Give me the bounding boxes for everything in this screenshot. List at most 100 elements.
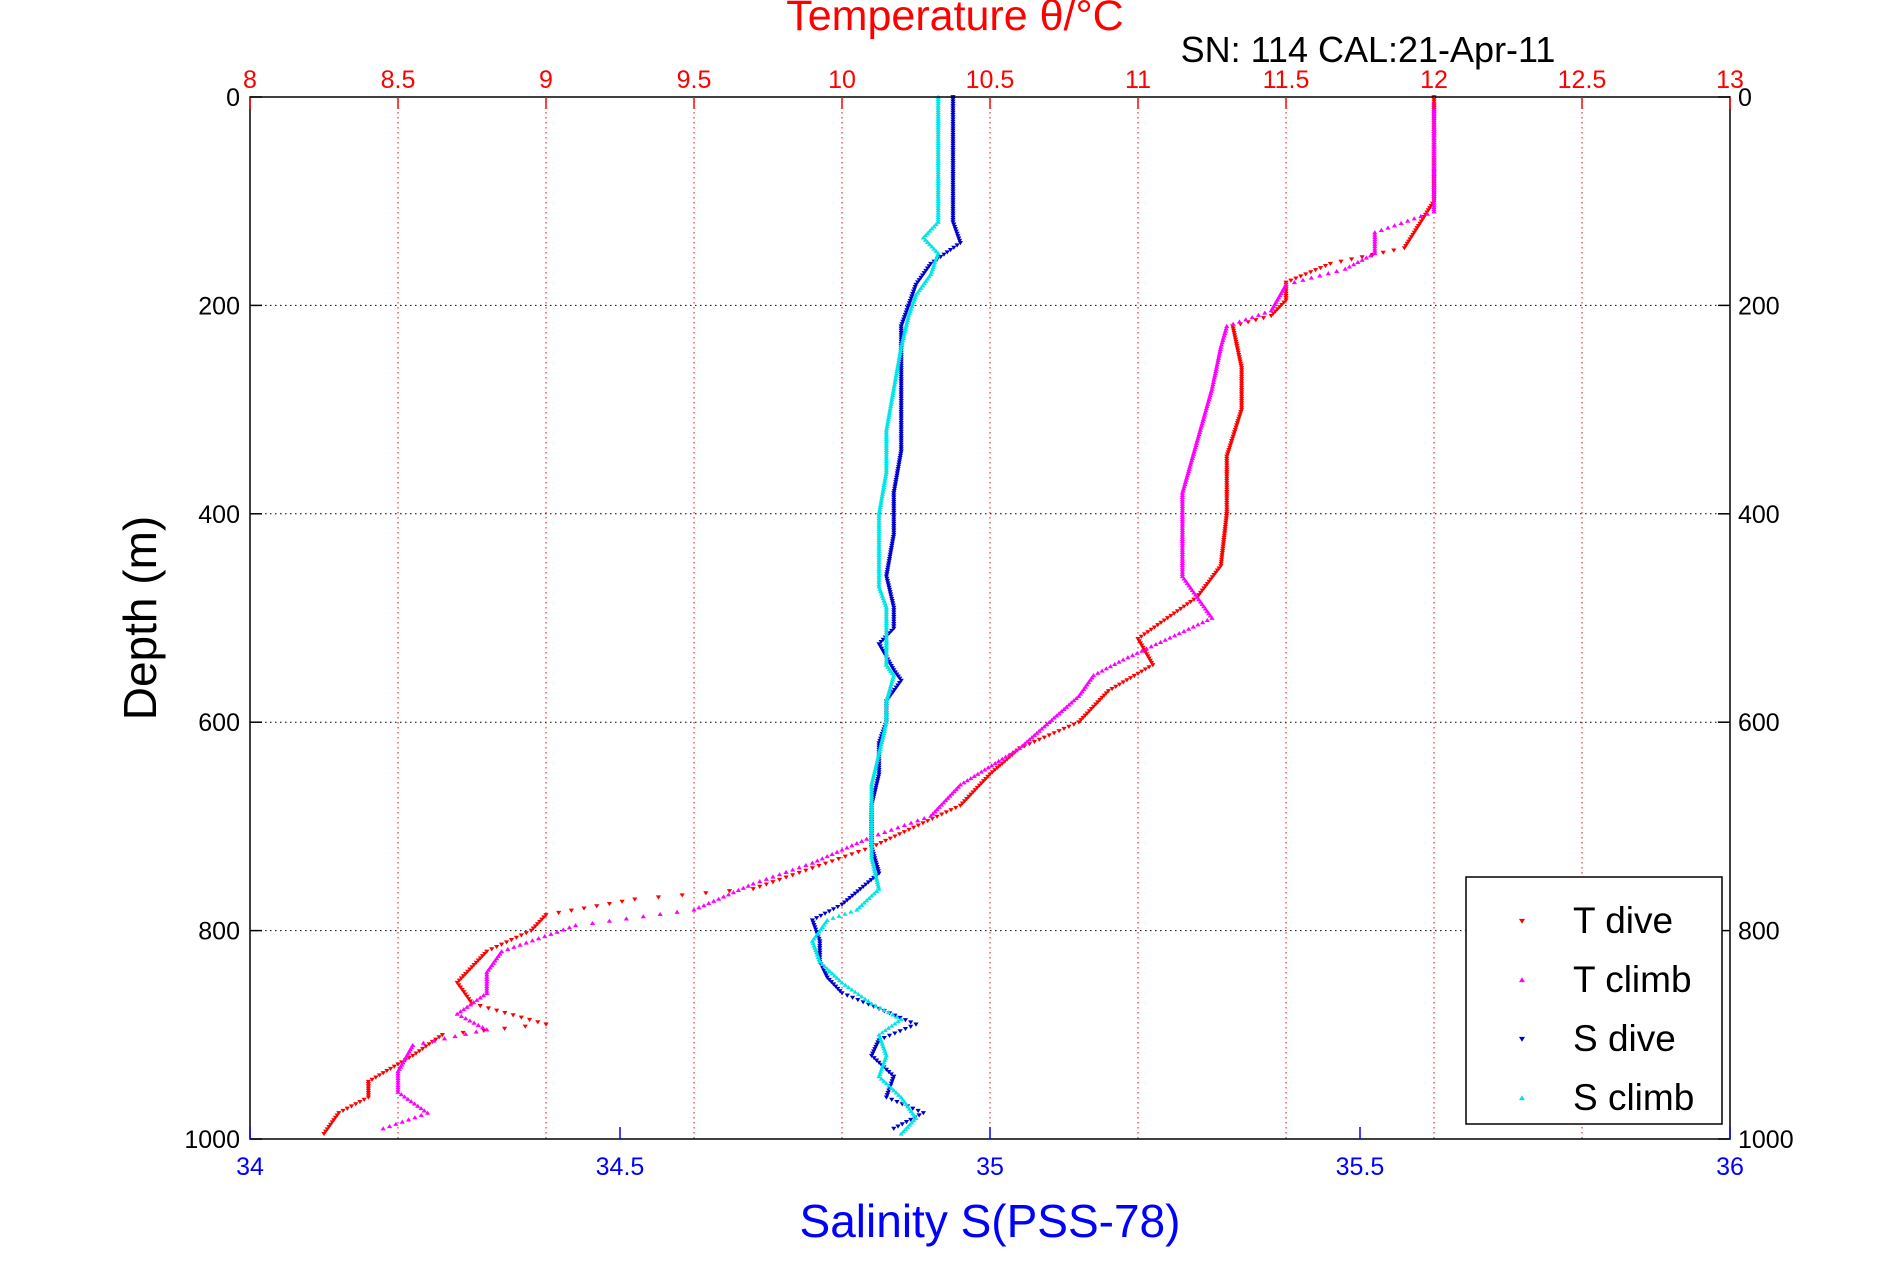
data-point <box>845 984 852 990</box>
data-point <box>900 1129 906 1134</box>
data-point <box>1223 520 1229 525</box>
data-point <box>872 766 878 771</box>
data-point <box>1260 316 1267 321</box>
data-point <box>357 1099 363 1105</box>
data-point <box>898 381 904 386</box>
data-point <box>1239 377 1245 382</box>
data-point <box>1253 318 1259 323</box>
data-point <box>1120 657 1126 662</box>
data-point <box>883 454 889 459</box>
data-point <box>935 125 941 130</box>
data-point <box>956 238 963 243</box>
data-point <box>890 1076 896 1082</box>
data-point <box>1218 342 1225 347</box>
data-point <box>883 717 889 722</box>
data-point <box>890 539 896 544</box>
data-point <box>891 621 897 627</box>
data-point <box>950 113 956 118</box>
data-point <box>1179 514 1185 519</box>
data-point <box>1051 731 1057 736</box>
data-point <box>1137 641 1144 646</box>
data-point <box>395 1087 401 1092</box>
data-point <box>906 301 913 306</box>
data-point <box>872 868 878 873</box>
data-point <box>1041 735 1047 740</box>
data-point <box>854 840 860 846</box>
data-point <box>950 172 956 177</box>
data-point <box>902 326 909 332</box>
data-point <box>1010 750 1016 755</box>
data-point <box>906 303 912 308</box>
data-point <box>822 911 828 916</box>
data-point <box>1206 579 1212 584</box>
data-point <box>1044 722 1050 727</box>
data-point <box>365 1088 371 1093</box>
data-point <box>883 607 889 612</box>
data-point <box>897 676 903 681</box>
data-point <box>897 353 903 358</box>
data-point <box>816 863 822 869</box>
data-point <box>891 519 897 524</box>
data-point <box>972 788 978 793</box>
data-point <box>876 559 882 564</box>
data-point <box>721 894 727 899</box>
data-point <box>874 757 881 762</box>
data-point <box>830 915 836 920</box>
data-point <box>905 315 911 320</box>
data-point <box>964 797 970 802</box>
chart-subtitle: SN: 114 CAL:21-Apr-11 <box>1181 29 1556 70</box>
data-point <box>936 804 942 809</box>
data-point <box>898 388 904 393</box>
data-point <box>1239 390 1245 395</box>
data-point <box>890 537 896 542</box>
data-point <box>869 848 875 853</box>
data-point <box>897 351 903 356</box>
data-point <box>950 145 956 151</box>
data-point <box>935 158 941 163</box>
legend: T dive T climb S dive S climb <box>1465 876 1723 1125</box>
data-point <box>408 1099 414 1104</box>
data-point <box>489 947 495 952</box>
data-point <box>886 587 893 593</box>
data-point <box>897 453 904 459</box>
data-point <box>935 112 941 117</box>
data-point <box>891 608 897 613</box>
data-point <box>920 1111 926 1116</box>
data-point <box>1217 349 1223 354</box>
data-point <box>876 537 882 542</box>
data-point <box>1209 575 1216 580</box>
data-point <box>875 753 882 758</box>
data-point <box>891 530 897 535</box>
data-point <box>869 802 875 807</box>
data-point <box>566 925 573 930</box>
data-point <box>1327 261 1333 267</box>
data-point <box>1238 361 1244 366</box>
data-point <box>326 1125 332 1130</box>
data-point <box>1046 719 1052 725</box>
data-point <box>888 1081 894 1086</box>
data-point <box>477 995 483 1000</box>
data-point <box>886 688 893 693</box>
data-point <box>1272 309 1279 314</box>
data-point <box>902 312 908 318</box>
data-point <box>484 949 490 954</box>
data-point <box>467 999 473 1004</box>
data-point <box>829 971 835 976</box>
data-point <box>484 981 490 986</box>
data-point <box>889 541 895 546</box>
data-point <box>813 927 819 932</box>
data-point <box>1179 495 1185 500</box>
data-point <box>1372 237 1378 242</box>
data-point <box>1238 410 1244 415</box>
data-point <box>465 969 471 974</box>
data-point <box>985 774 991 779</box>
data-point <box>1372 250 1378 256</box>
legend-marker <box>1519 977 1525 983</box>
data-point <box>469 965 475 970</box>
data-point <box>1107 664 1114 669</box>
data-point <box>365 1093 371 1098</box>
data-point <box>898 449 904 454</box>
data-point <box>922 237 929 242</box>
data-point <box>1180 488 1186 493</box>
data-point <box>1200 620 1206 625</box>
